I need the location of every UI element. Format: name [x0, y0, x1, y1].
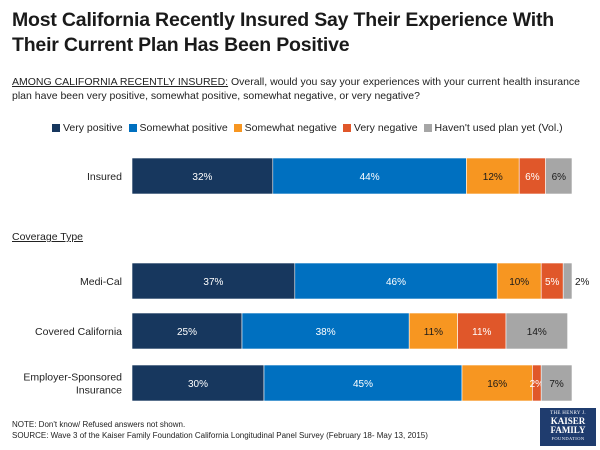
- footnotes: NOTE: Don't know/ Refused answers not sh…: [12, 419, 428, 441]
- kff-logo: THE HENRY J. KAISER FAMILY FOUNDATION: [540, 408, 596, 446]
- data-label-3-2: 16%: [487, 379, 507, 390]
- data-label-1-1: 46%: [386, 277, 406, 288]
- logo-line-1: THE HENRY J.: [550, 411, 586, 416]
- bar-segment-1-1: [294, 262, 498, 300]
- legend-label-2: Somewhat negative: [244, 122, 337, 134]
- logo-line-2a: KAISER: [550, 416, 586, 426]
- legend: Very positive Somewhat positive Somewhat n…: [52, 122, 600, 135]
- category-label-1: Medi-Cal: [80, 276, 122, 288]
- bar-segment-2-4: [505, 312, 568, 350]
- data-label-0-3: 6%: [525, 172, 540, 183]
- legend-item-2: Somewhat negative: [233, 122, 337, 134]
- note-text: NOTE: Don't know/ Refused answers not sh…: [12, 420, 186, 429]
- legend-label-1: Somewhat positive: [139, 122, 228, 134]
- data-label-0-0: 32%: [192, 172, 212, 183]
- bar-segment-3-1: [263, 364, 463, 402]
- data-label-2-2: 11%: [424, 327, 443, 338]
- bar-segment-1-0: [131, 262, 296, 300]
- data-label-2-3: 11%: [472, 327, 491, 338]
- legend-item-4: Haven't used plan yet (Vol.): [423, 122, 563, 134]
- legend-swatch-2: [233, 124, 242, 132]
- bar-segment-2-0: [131, 312, 243, 350]
- legend-label-3: Very negative: [353, 122, 418, 134]
- bar-segment-1-2: [496, 262, 542, 300]
- legend-item-0: Very positive: [52, 122, 123, 134]
- bar-segment-0-2: [466, 157, 520, 195]
- bar-segment-1-4: [562, 262, 573, 300]
- category-label-2: Covered California: [35, 326, 122, 338]
- bar-segment-2-3: [457, 312, 507, 350]
- coverage-type-label: Coverage Type: [12, 231, 84, 243]
- data-label-3-0: 30%: [188, 379, 208, 390]
- bar-segment-3-4: [540, 364, 573, 402]
- question-text: AMONG CALIFORNIA RECENTLY INSURED: Overa…: [12, 75, 592, 103]
- question-body: Overall, would you say your experiences …: [12, 76, 581, 102]
- bar-segment-3-0: [131, 364, 265, 402]
- data-label-1-4: 2%: [575, 277, 590, 288]
- data-label-3-1: 45%: [353, 379, 373, 390]
- legend-swatch-1: [128, 124, 137, 132]
- bar-segment-0-4: [545, 157, 573, 195]
- bar-segment-2-1: [241, 312, 410, 350]
- data-label-2-0: 25%: [177, 327, 197, 338]
- category-label-0: Insured: [87, 171, 122, 183]
- source-text: SOURCE: Wave 3 of the Kaiser Family Foun…: [12, 431, 428, 440]
- chart-title: Most California Recently Insured Say The…: [12, 9, 554, 56]
- data-label-0-4: 6%: [552, 172, 567, 183]
- bar-segment-0-1: [272, 157, 467, 195]
- question-lead: AMONG CALIFORNIA RECENTLY INSURED:: [12, 76, 229, 88]
- bar-segment-0-0: [131, 157, 274, 195]
- data-label-0-1: 44%: [360, 172, 380, 183]
- legend-item-3: Very negative: [342, 122, 418, 134]
- data-label-1-0: 37%: [203, 277, 223, 288]
- data-label-0-2: 12%: [483, 172, 503, 183]
- data-label-2-4: 14%: [527, 327, 547, 338]
- data-label-3-4: 7%: [549, 379, 564, 390]
- data-label-2-1: 38%: [316, 327, 336, 338]
- legend-swatch-0: [52, 124, 60, 132]
- logo-line-3: FOUNDATION: [551, 436, 585, 441]
- legend-swatch-4: [423, 124, 432, 132]
- data-label-3-3: 2%: [530, 379, 545, 390]
- legend-item-1: Somewhat positive: [128, 122, 228, 134]
- bar-segment-3-2: [461, 364, 533, 402]
- bar-segment-2-2: [408, 312, 458, 350]
- category-label-3: Employer-Sponsored Insurance: [23, 372, 122, 397]
- legend-label-4: Haven't used plan yet (Vol.): [434, 122, 563, 134]
- legend-label-0: Very positive: [63, 122, 123, 134]
- data-label-1-2: 10%: [509, 277, 529, 288]
- data-label-1-3: 5%: [545, 277, 560, 288]
- logo-line-2b: FAMILY: [550, 425, 586, 435]
- legend-swatch-3: [342, 124, 351, 132]
